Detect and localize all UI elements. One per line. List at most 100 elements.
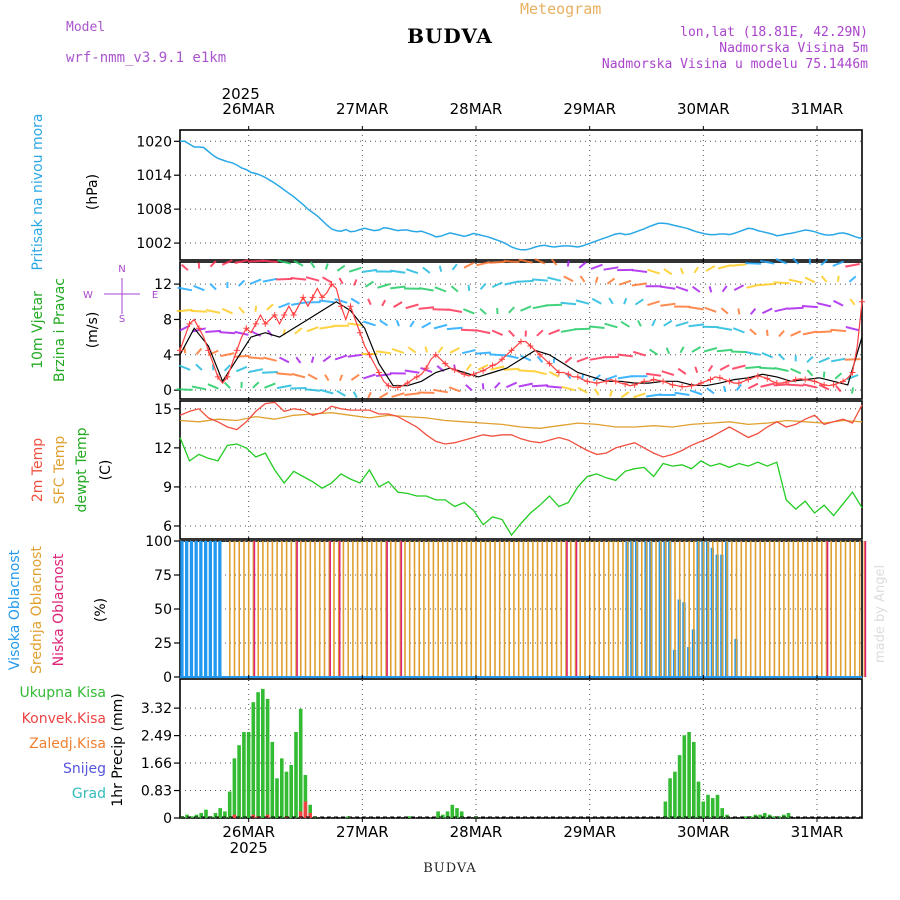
temperature-frame [179,400,863,540]
wind-barb [732,327,745,334]
cloud-bar-mid [811,541,814,677]
wind-barb [548,371,560,378]
wind-barb [446,326,463,331]
wind-barb [620,391,630,399]
wind-speed-marker [356,329,363,336]
wind-barb [663,319,673,327]
precipitation-ytick-label: 3.32 [141,701,172,717]
cloud-bar-mid [584,541,586,677]
dewpoint-line [179,437,863,537]
cloud-bar-mid [835,541,837,677]
bottom-date-label: 27MAR [336,823,389,841]
wind-speed-marker [697,380,704,387]
wind-barb [364,280,374,288]
precip-legend-2: Zaledj.Kisa [29,736,106,752]
wind-barb [788,278,803,284]
wind-barb [745,365,761,370]
cloud-bar-mid [678,541,681,677]
wind-barb [564,356,573,364]
wind-barb [547,276,562,282]
precip-total-bar [687,732,691,818]
cloud-bar-mid [560,541,563,677]
wind-speed-marker [319,294,326,301]
wind-barb [703,347,718,353]
wind-barb [645,393,662,398]
cloud-bar-mid [574,541,577,677]
wind-barb [190,309,207,313]
wind-speed-marker [783,379,790,386]
wind-barb [704,306,717,313]
wind-barb [832,260,845,267]
temp-unit: (C) [98,460,114,481]
wind-barb [276,277,293,281]
cloud-bar-mid [247,541,250,677]
wind-barb [802,330,818,336]
precip-legend-3: Snijeg [63,761,106,777]
cloud-bar-mid [778,541,780,677]
wind-barb [806,369,814,377]
cloud-bar-mid [579,541,581,677]
wind-barb [209,260,217,268]
wind-barb [320,388,334,395]
cloud-bar-mid [337,541,340,677]
wind-barb [737,308,741,315]
cloud-bar-mid [262,541,264,677]
wind-barb [663,268,673,276]
cloud-bar-mid [323,541,326,677]
wind-barb [433,388,448,394]
precip-total-bar [763,813,767,818]
wind-barb [792,257,800,265]
precip-total-bar [767,814,772,818]
wind-barb [617,353,633,358]
wind-barb [774,367,789,372]
cloud-bar-mid [347,541,349,677]
wind-barb [517,369,534,373]
cloud-bar-mid [712,541,714,677]
wind-barb [348,266,362,273]
cloud-bar-mid [238,541,240,677]
wind-barb [733,284,745,291]
wind-speed-marker [584,378,591,385]
cloud-bar-mid [418,541,420,677]
precip-total-bar [692,741,696,818]
cloud-bar-mid [266,541,269,677]
wind-barb [207,383,219,390]
wind-barb [820,275,828,283]
wind-barb [818,356,830,364]
wind-barb [433,323,448,330]
wind-barb [338,277,344,285]
cloud-bar-mid [783,541,785,677]
wind-speed-marker [593,380,600,387]
wind-barb [263,356,277,362]
cloud-bar-low [400,541,403,677]
wind-barb [849,298,856,306]
wind-barb [490,365,505,371]
precip-legend-1: Konvek.Kisa [22,711,106,727]
cloud-bar-mid [797,541,799,677]
wind-barb [221,259,233,266]
cloud-bar-high [208,541,212,677]
wind-speed-marker [830,381,837,388]
wind-barb [463,308,475,315]
cloud-bar-mid [309,541,312,677]
wind-barb [319,325,335,330]
cloud-bar-high [185,541,189,677]
cloud-bar-mid [821,541,823,677]
wind-barb [338,374,344,382]
cloud-bar-mid [399,541,402,677]
wind-barb [350,373,360,381]
cloud-bar-mid [707,541,709,677]
wind-barb [749,307,757,315]
wind-barb [637,319,642,327]
wind-barb [592,374,601,382]
precip-legend-4: Grad [72,786,106,802]
precip-total-bar [308,804,312,818]
precip-total-bar [668,778,672,818]
top-date-label: 31MAR [791,100,844,118]
cloud-bar-mid [423,541,425,677]
wind-barb [802,383,818,389]
cloud-bar-mid [342,541,345,677]
wind-barb [290,387,307,390]
wind-speed-marker [773,380,780,387]
